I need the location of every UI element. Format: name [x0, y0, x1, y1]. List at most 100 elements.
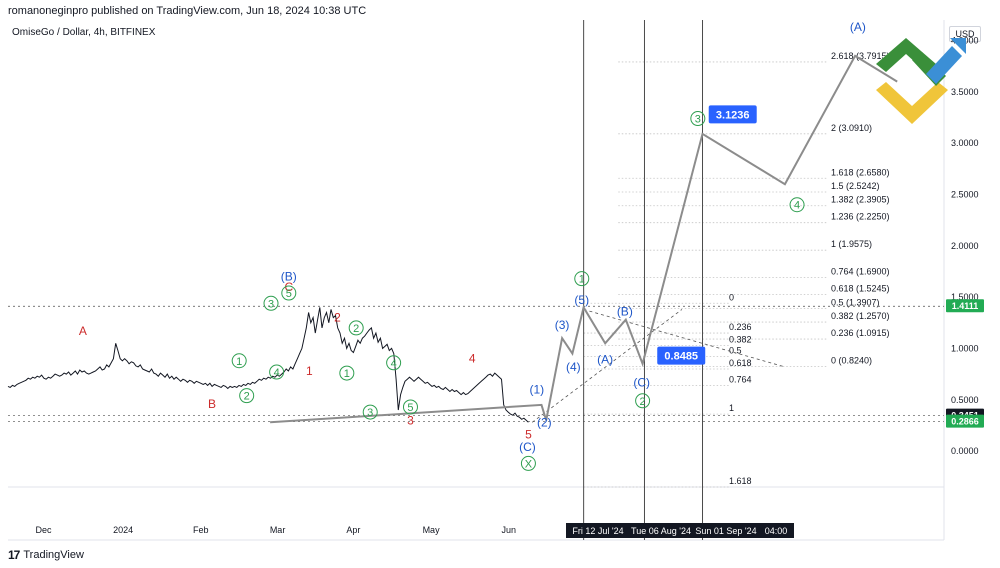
wave-label: (A)	[850, 20, 866, 34]
symbol-title: OmiseGo / Dollar, 4h, BITFINEX	[12, 27, 156, 38]
target-callout-box	[657, 346, 706, 365]
x-tick-label: Feb	[193, 525, 209, 535]
wave-label: 2	[334, 311, 341, 325]
fib-level-label: 0 (0.8240)	[831, 356, 872, 366]
fib-level-label: 1.382 (2.3905)	[831, 195, 890, 205]
wave-label: (4)	[566, 360, 581, 374]
price-series-line	[7, 307, 529, 423]
wave-label: (A)	[597, 353, 613, 367]
fib-level-label: 1 (1.9575)	[831, 239, 872, 249]
wave-label: (2)	[537, 415, 552, 429]
wave-label: 5	[286, 288, 292, 300]
price-badge-label: 0.2866	[951, 417, 979, 427]
x-tick-label: May	[423, 525, 441, 535]
wave-label: C	[284, 280, 293, 294]
logo-mark	[876, 38, 966, 124]
fib-mid-label: 0.618	[729, 358, 752, 368]
wave-label-circle	[402, 399, 418, 415]
x-tick-label: Dec	[36, 525, 53, 535]
y-axis: 4.00003.50003.00002.50002.00001.50001.00…	[951, 36, 979, 457]
wave-label: B	[208, 397, 216, 411]
fib-mid-label: 0.764	[729, 374, 752, 384]
fib-level-label: 0.5 (1.3907)	[831, 297, 880, 307]
fib-mid-label: 0.5	[729, 346, 742, 356]
vertical-lines	[583, 20, 704, 540]
wave-label-circle	[574, 271, 590, 287]
fib-level-label: 0.618 (1.5245)	[831, 284, 890, 294]
wave-label: 2	[640, 396, 646, 408]
x-tick-label: 2024	[113, 525, 133, 535]
fib-level-label: 1.5 (2.5242)	[831, 181, 880, 191]
tradingview-logo-icon: 17	[8, 548, 20, 562]
footer: 17 TradingView	[8, 548, 84, 562]
wave-label: (B)	[617, 304, 633, 318]
wave-label: X	[525, 458, 533, 470]
x-tick-label: Mar	[270, 525, 286, 535]
logo-blue-head	[950, 38, 966, 54]
fib-level-label: 1.618 (2.6580)	[831, 167, 890, 177]
wave-label: 4	[794, 200, 800, 212]
price-badge	[946, 414, 984, 428]
wave-label-circle	[231, 353, 247, 369]
x-highlight-label: 04:00	[765, 526, 788, 536]
y-tick-label: 1.0000	[951, 343, 979, 353]
wave-label-circle	[263, 295, 279, 311]
wave-label: 3	[407, 413, 414, 427]
fib-mid-label: 1.618	[729, 476, 752, 486]
wave-label: 4	[469, 352, 476, 366]
wave-label: 1	[344, 368, 350, 380]
fib-level-label: 0.236 (1.0915)	[831, 328, 890, 338]
fib-mid-label: 1	[729, 403, 734, 413]
target-callout-box	[708, 105, 757, 124]
wave-label-circle	[386, 355, 402, 371]
x-tick-label: Apr	[346, 525, 360, 535]
x-tick-label: Jun	[502, 525, 517, 535]
wave-label: A	[79, 324, 87, 338]
fib-mid-label: 0	[729, 292, 734, 302]
wave-label: 5	[525, 428, 532, 442]
wave-label: (B)	[281, 270, 297, 284]
wave-label: (3)	[555, 318, 570, 332]
y-tick-label: 1.5000	[951, 292, 979, 302]
fib-level-label: 0.764 (1.6900)	[831, 267, 890, 277]
wave-label-circle	[635, 393, 651, 409]
x-highlight-label: Fri 12 Jul '24	[572, 526, 623, 536]
wave-label: 1	[236, 356, 242, 368]
fibonacci-levels: 2.618 (3.7915) 2 (3.0910) 1.618 (2.6580) 1.…	[583, 51, 890, 488]
wave-label-circle	[789, 197, 805, 213]
x-highlight-label: Tue 06 Aug '24	[631, 526, 691, 536]
price-badge	[946, 299, 984, 313]
y-tick-label: 2.5000	[951, 189, 979, 199]
logo-blue-arrow	[926, 46, 962, 84]
y-tick-label: 0.0000	[951, 446, 979, 456]
fib-level-label: 2.618 (3.7915)	[831, 51, 890, 61]
y-tick-label: 2.0000	[951, 241, 979, 251]
logo-yellow-chevron	[876, 82, 948, 124]
target-callout-label: 0.8485	[664, 351, 698, 363]
wave-label: 3	[695, 114, 701, 126]
price-badge-label: 1.4111	[952, 301, 979, 311]
wave-label-circle	[690, 111, 706, 127]
wave-label-circle	[362, 404, 378, 420]
wave-label: (1)	[530, 382, 545, 396]
fib-level-label: 2 (3.0910)	[831, 123, 872, 133]
fib-level-label: 0.382 (1.2570)	[831, 311, 890, 321]
wave-projection-line	[270, 54, 898, 424]
wave-label: 2	[244, 391, 250, 403]
fib-mid-label: 0.382	[729, 334, 752, 344]
y-tick-label: 0.5000	[951, 395, 979, 405]
wave-label: 1	[306, 364, 313, 378]
wave-label: 5	[407, 402, 413, 414]
wave-label: 4	[391, 358, 397, 370]
y-tick-label: 3.0000	[951, 138, 979, 148]
y-tick-label: 3.5000	[951, 87, 979, 97]
fib-mid-label: 0.236	[729, 322, 752, 332]
wave-label: (5)	[574, 293, 589, 307]
wave-label: 3	[367, 407, 373, 419]
wave-label-circle	[239, 388, 255, 404]
price-series-group	[7, 307, 529, 423]
wave-label-circle	[348, 320, 364, 336]
